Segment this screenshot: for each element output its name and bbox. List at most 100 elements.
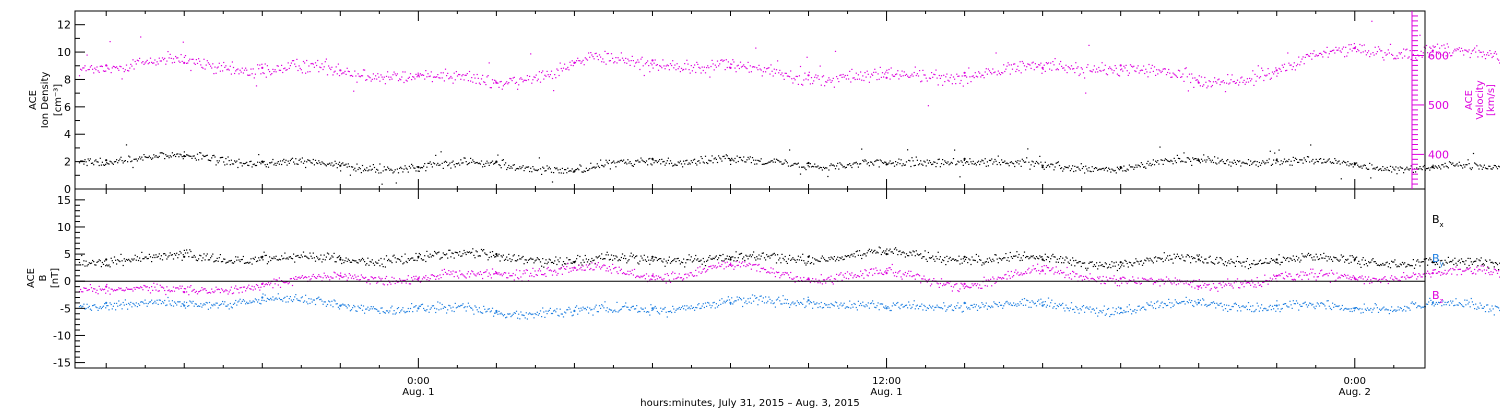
velocity-dot bbox=[143, 64, 144, 65]
density-dot bbox=[579, 164, 580, 165]
velocity-dot bbox=[962, 75, 963, 76]
velocity-dot bbox=[1334, 52, 1335, 53]
velocity-dot bbox=[1493, 56, 1494, 57]
velocity-dot bbox=[548, 74, 549, 75]
velocity-dot bbox=[262, 72, 263, 73]
velocity-dot bbox=[199, 61, 200, 62]
velocity-dot bbox=[1458, 49, 1459, 50]
density-dot bbox=[748, 157, 749, 158]
density-dot bbox=[603, 166, 604, 167]
velocity-dot bbox=[1061, 66, 1062, 67]
velocity-dot bbox=[1393, 58, 1394, 59]
velocity-dot bbox=[1285, 70, 1286, 71]
density-dot bbox=[1197, 160, 1198, 161]
density-dot bbox=[752, 157, 753, 158]
velocity-dot bbox=[527, 75, 528, 76]
velocity-dot bbox=[1157, 73, 1158, 74]
velocity-dot bbox=[338, 64, 339, 65]
velocity-dot bbox=[934, 74, 935, 75]
velocity-dot bbox=[622, 58, 623, 59]
density-dot bbox=[602, 165, 603, 166]
velocity-dot bbox=[750, 65, 751, 66]
velocity-dot bbox=[1486, 54, 1487, 55]
velocity-dot-point bbox=[964, 72, 966, 74]
velocity-dot bbox=[566, 68, 567, 69]
velocity-dot bbox=[169, 57, 170, 58]
velocity-dot bbox=[1281, 71, 1282, 72]
density-dot bbox=[509, 168, 510, 169]
velocity-dot bbox=[1055, 58, 1056, 59]
density-dot bbox=[1348, 165, 1349, 166]
velocity-dot bbox=[965, 75, 966, 76]
velocity-dot bbox=[859, 79, 860, 80]
velocity-dot bbox=[879, 79, 880, 80]
density-dot bbox=[891, 163, 892, 164]
density-dot bbox=[861, 149, 862, 150]
density-dot bbox=[703, 162, 704, 163]
velocity-dot bbox=[1117, 74, 1118, 75]
density-dot bbox=[1386, 169, 1387, 170]
density-dot bbox=[296, 163, 297, 164]
velocity-dot-point bbox=[1354, 47, 1356, 49]
velocity-dot bbox=[1037, 66, 1038, 67]
velocity-dot bbox=[767, 68, 768, 69]
velocity-dot bbox=[1203, 84, 1204, 85]
density-dot bbox=[1325, 162, 1326, 163]
density-dot bbox=[1083, 166, 1084, 167]
velocity-dot bbox=[637, 59, 638, 60]
velocity-dot bbox=[586, 58, 587, 59]
density-dot bbox=[510, 166, 511, 167]
density-dot bbox=[233, 163, 234, 164]
velocity-dot bbox=[1166, 74, 1167, 75]
density-dot bbox=[716, 159, 717, 160]
density-dot bbox=[179, 154, 180, 155]
density-dot bbox=[1229, 162, 1230, 163]
velocity-dot bbox=[1120, 69, 1121, 70]
velocity-dot bbox=[1288, 63, 1289, 64]
velocity-dot bbox=[1399, 52, 1400, 53]
velocity-dot bbox=[658, 70, 659, 71]
density-dot bbox=[811, 166, 812, 167]
velocity-dot bbox=[588, 52, 589, 53]
density-dot bbox=[882, 162, 883, 163]
velocity-dot bbox=[757, 69, 758, 70]
velocity-dot bbox=[240, 70, 241, 71]
density-dot bbox=[348, 163, 349, 164]
density-dot bbox=[919, 163, 920, 164]
density-dot bbox=[316, 162, 317, 163]
velocity-dot bbox=[636, 62, 637, 63]
density-dot bbox=[1061, 167, 1062, 168]
density-dot bbox=[646, 160, 647, 161]
velocity-dot bbox=[869, 82, 870, 83]
density-dot bbox=[1204, 160, 1205, 161]
velocity-dot bbox=[1168, 69, 1169, 70]
velocity-dot bbox=[742, 66, 743, 67]
density-dot bbox=[337, 167, 338, 168]
density-dot bbox=[1372, 168, 1373, 169]
density-dot bbox=[772, 160, 773, 161]
density-dot bbox=[1041, 165, 1042, 166]
density-dot bbox=[831, 163, 832, 164]
density-dot bbox=[352, 167, 353, 168]
velocity-dot bbox=[765, 71, 766, 72]
velocity-dot bbox=[1093, 69, 1094, 70]
velocity-dot bbox=[1153, 71, 1154, 72]
velocity-dot bbox=[693, 67, 694, 68]
density-dot bbox=[780, 161, 781, 162]
velocity-dot bbox=[631, 60, 632, 61]
velocity-dot bbox=[923, 74, 924, 75]
density-dot bbox=[488, 162, 489, 163]
velocity-dot bbox=[224, 67, 225, 68]
velocity-dot bbox=[738, 65, 739, 66]
velocity-dot bbox=[611, 53, 612, 54]
velocity-dot bbox=[578, 60, 579, 61]
density-dot bbox=[1341, 178, 1342, 179]
velocity-dot bbox=[1241, 77, 1242, 78]
density-dot bbox=[1259, 162, 1260, 163]
density-dot bbox=[380, 172, 381, 173]
density-dot bbox=[124, 161, 125, 162]
density-dot bbox=[958, 162, 959, 163]
density-dot bbox=[1067, 167, 1068, 168]
velocity-dot bbox=[896, 73, 897, 74]
density-dot bbox=[1263, 162, 1264, 163]
